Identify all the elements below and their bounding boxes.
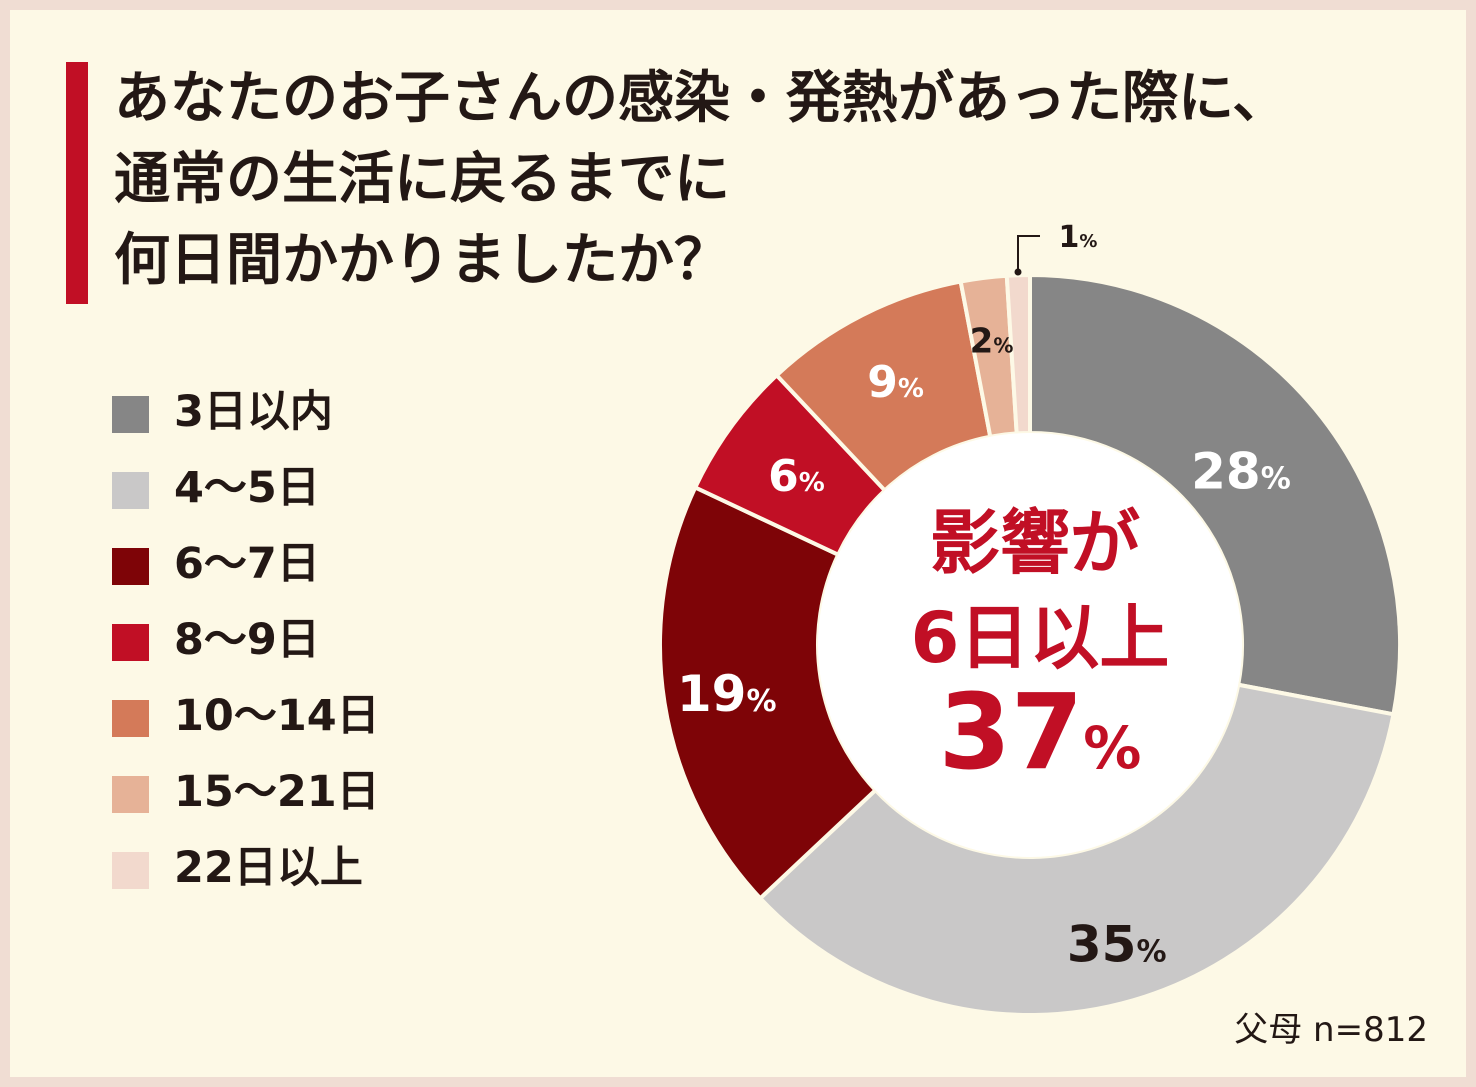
title-accent-bar bbox=[66, 62, 88, 304]
legend-label: 3日以内 bbox=[174, 387, 333, 437]
chart-title: あなたのお子さんの感染・発熱があった際に、 通常の生活に戻るまでに 何日間かかり… bbox=[114, 58, 1444, 301]
small-slice-callout bbox=[1014, 235, 1040, 276]
legend-label: 8～9日 bbox=[174, 615, 320, 665]
slice-10-14days-label: 9% bbox=[867, 357, 924, 408]
callout-dot bbox=[1014, 268, 1022, 276]
title-line-1: あなたのお子さんの感染・発熱があった際に、 bbox=[114, 66, 1289, 131]
title-line-3: 何日間かかりましたか？ bbox=[114, 228, 730, 293]
legend-swatch bbox=[112, 852, 149, 889]
slice-4-5days-label: 35% bbox=[1067, 915, 1167, 973]
center-text-line-1: 影響が bbox=[930, 502, 1140, 584]
legend-label: 22日以上 bbox=[174, 843, 363, 893]
slice-3days-label: 28% bbox=[1191, 442, 1291, 500]
callout-leader-line bbox=[1017, 235, 1040, 270]
slice-value-labels: 28% 35% 19% 6% 9% 2% 1% bbox=[677, 220, 1291, 973]
legend-label: 15～21日 bbox=[174, 767, 380, 817]
center-value-number: 37 bbox=[939, 671, 1084, 793]
legend-swatch bbox=[112, 472, 149, 509]
sample-note: 父母 n=812 bbox=[1234, 1010, 1428, 1050]
legend-swatch bbox=[112, 700, 149, 737]
legend-label: 10～14日 bbox=[174, 691, 380, 741]
legend-swatch bbox=[112, 624, 149, 661]
slice-22days-plus-label: 1% bbox=[1059, 220, 1098, 255]
donut-slices bbox=[658, 272, 1402, 1018]
legend-swatch bbox=[112, 548, 149, 585]
legend-label: 6～7日 bbox=[174, 539, 320, 589]
donut-hole bbox=[818, 433, 1242, 857]
title-line-2: 通常の生活に戻るまでに bbox=[114, 147, 730, 212]
slice-15-21days-label: 2% bbox=[970, 322, 1014, 362]
center-value-unit: % bbox=[1083, 714, 1141, 782]
legend-label: 4～5日 bbox=[174, 463, 320, 513]
center-text: 影響が 6日以上 37% bbox=[911, 502, 1170, 793]
center-text-line-2: 6日以上 bbox=[911, 597, 1170, 679]
legend-swatch bbox=[112, 396, 149, 433]
legend-swatch bbox=[112, 776, 149, 813]
slice-6-7days-label: 19% bbox=[677, 665, 777, 723]
center-value: 37% bbox=[939, 671, 1142, 793]
slice-8-9days-label: 6% bbox=[768, 451, 825, 502]
